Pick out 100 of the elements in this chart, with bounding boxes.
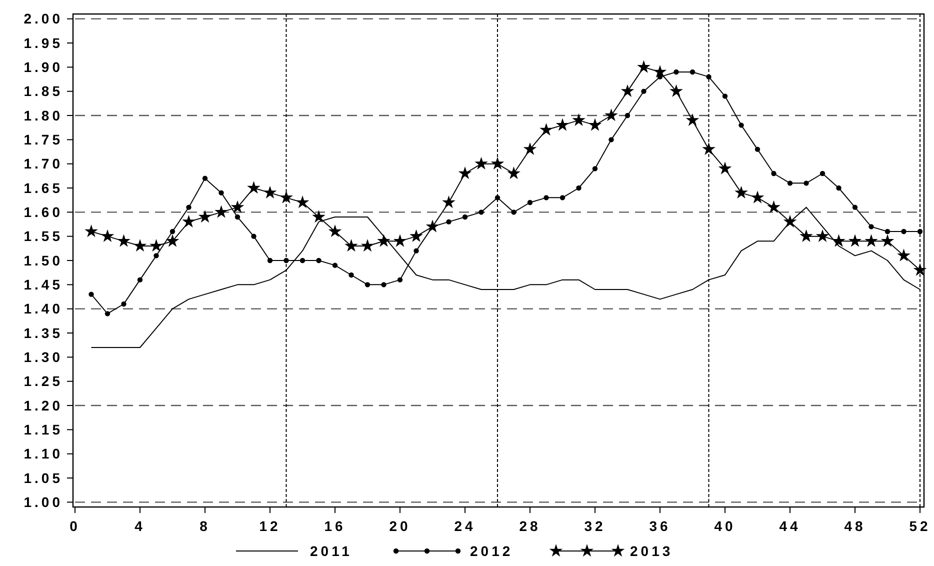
point [917,228,923,234]
point [446,219,452,224]
point [117,234,130,247]
x-tick-label: 40 [714,518,736,534]
point [133,239,147,252]
point [734,186,748,198]
y-tick-label: 1.60 [24,204,63,220]
point [414,248,419,254]
point [836,185,842,191]
point [511,210,516,215]
y-tick-label: 1.20 [24,397,63,414]
point [690,69,696,75]
y-tick-label: 1.10 [24,446,63,462]
y-tick-label: 1.40 [24,300,63,317]
point [592,166,598,172]
point [458,166,472,180]
legend-label: 2013 [630,543,674,559]
point [804,180,809,186]
x-tick-label: 44 [779,518,801,534]
point [787,180,793,186]
y-tick-label: 1.85 [24,83,63,100]
point [820,170,826,176]
point [767,200,780,213]
point [560,195,566,200]
point [864,234,878,247]
x-tick-label: 28 [519,518,541,534]
y-tick-label: 1.90 [24,59,63,76]
point [316,258,322,264]
point [913,263,927,276]
y-tick-label: 1.70 [24,156,63,172]
point [263,186,277,198]
point [474,156,488,170]
point [572,113,586,126]
legend-label: 2011 [310,543,352,559]
y-tick-label: 1.05 [24,470,63,486]
y-tick-label: 1.55 [24,228,63,244]
point [702,142,716,155]
point [507,166,520,180]
point [360,239,374,252]
point [154,253,159,258]
point [523,142,537,155]
point [284,258,289,264]
x-tick-label: 36 [649,518,671,534]
point [783,214,797,228]
x-tick-label: 32 [584,518,606,534]
y-tick-label: 1.65 [24,180,63,196]
point [247,181,260,194]
point [670,84,683,97]
point [852,204,858,210]
x-tick-label: 8 [200,518,210,534]
y-tick-label: 2.00 [24,10,63,27]
point [182,214,196,228]
point [540,123,553,136]
point [576,185,582,191]
point [544,195,549,200]
y-tick-label: 1.30 [24,349,63,366]
point [88,292,94,297]
point [706,74,712,80]
y-tick-label: 1.15 [24,422,63,438]
point [393,234,407,247]
x-tick-label: 48 [844,518,866,534]
point [218,190,224,196]
point [848,234,862,247]
y-tick-label: 1.50 [24,252,63,268]
point [137,277,143,282]
point [280,190,293,204]
point [381,282,386,288]
point [312,210,326,223]
point [880,234,894,247]
point [104,311,110,316]
x-tick-label: 4 [134,518,146,534]
point [771,170,776,176]
point [624,112,630,118]
point [364,282,370,288]
x-tick-label: 24 [454,518,476,534]
point [738,122,744,128]
point [478,210,484,215]
point [674,69,679,75]
point [100,229,114,242]
point [527,200,533,206]
y-tick-label: 1.00 [24,494,63,510]
point [754,146,760,152]
point [328,224,342,238]
point [800,229,813,242]
point [332,262,338,268]
point [198,210,212,223]
point [377,234,390,247]
point [186,204,192,210]
point [348,272,354,278]
point [234,214,240,220]
x-tick-label: 20 [389,518,411,534]
x-tick-label: 0 [70,518,80,534]
y-tick-label: 1.45 [24,276,63,293]
point [202,176,208,181]
point [84,224,98,238]
point [214,205,228,218]
y-tick-label: 1.95 [24,34,63,51]
point [170,228,176,234]
x-tick-label: 52 [909,518,931,534]
point [604,108,618,122]
